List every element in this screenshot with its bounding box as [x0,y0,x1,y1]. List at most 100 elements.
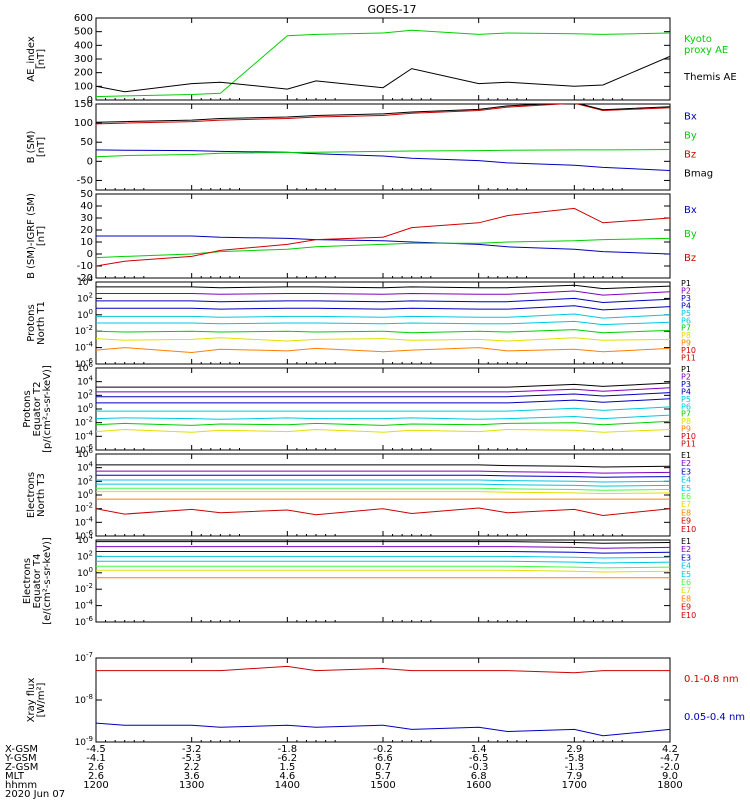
legend-item: Bx [684,111,697,122]
legend-item: E8 [681,508,691,517]
legend-item: P5 [681,309,691,318]
date-label: 2020 Jun 07 [5,789,65,800]
y-tick-label: 10 [80,237,93,248]
legend-item: P7 [681,324,691,333]
series-line-P7 [96,329,670,334]
legend-item: proxy AE [684,45,728,56]
legend-item: E9 [681,603,691,612]
series-line-E7 [96,491,670,495]
y-label-line: Electrons [26,472,37,518]
series-line-P5 [96,313,670,319]
series-line-E7 [96,569,670,573]
x-tick-label: 3.6 [184,771,200,782]
legend-item: Kyoto [684,34,712,45]
legend-item: E2 [681,459,691,468]
legend-item: E4 [681,476,691,485]
series-line-E3 [96,474,670,478]
y-tick-label: 100 [77,488,93,501]
series-line-P7 [96,420,670,426]
legend-item: E6 [681,578,691,587]
x-tick-label: 5.7 [375,771,391,782]
series-group [96,665,670,737]
y-tick-label: 30 [80,213,93,224]
y-tick-label: 10-9 [75,735,93,748]
legend-item: E1 [681,537,691,546]
y-label-line: North T1 [36,301,47,345]
y-tick-label: 10-4 [75,515,94,528]
series-group [96,284,670,354]
legend-item: Bmag [684,169,713,180]
series-line-P3 [96,392,670,398]
series-group [96,104,670,171]
y-axis-label: B (SM)-IGRF (SM) [nT] [26,193,47,279]
legend-item: P9 [681,339,691,348]
panel-electrons_t4: 104 102 100 10-2 10-4 10-6 Electrons Equator T4… [22,533,696,628]
y-label-line: [W/m²] [36,682,47,717]
y-tick-label: 50 [80,189,93,200]
series-group [96,382,670,433]
legend-item: P1 [681,365,691,374]
y-tick-label: 20 [80,225,93,236]
y-tick-label: 50 [80,137,93,148]
series-line-Bmag [96,104,670,123]
x-tick-label: 6.8 [471,771,487,782]
y-tick-label: 104 [77,275,93,288]
legend-item: E2 [681,545,691,554]
series-line-P3 [96,297,670,304]
y-tick-label: -50 [77,175,93,186]
legend-item: E10 [681,525,696,534]
legend-item: P3 [681,294,691,303]
y-tick-label: 106 [77,447,93,460]
y-label-line: B (SM)-IGRF (SM) [26,193,37,279]
series-line-E9 [96,507,670,517]
series-line-P4 [96,398,670,404]
series-line-E2 [96,546,670,549]
y-tick-label: 100 [77,566,93,579]
y-tick-label: 600 [74,13,93,24]
y-axis-label: Xray flux [W/m²] [26,678,47,723]
y-tick-label: 100 [77,308,93,321]
x-axis-table: X-GSMY-GSMZ-GSMMLThhmm-4.5-4.12.62.61200… [4,744,683,800]
legend-item: P4 [681,301,691,310]
x-tick-label: 1.5 [279,762,295,773]
x-tick-label: -1.8 [278,744,298,755]
series-line-Bz [96,104,670,125]
legend-item: By [684,229,697,240]
x-tick-label: -5.3 [182,753,202,764]
y-tick-label: 102 [77,549,93,562]
legend-item: P10 [681,432,696,441]
y-label-line: [e/(cm²-s-sr-keV)] [42,537,53,625]
legend-item: P6 [681,402,691,411]
series-group [96,207,670,267]
x-tick-label: -6.5 [469,753,489,764]
x-tick-label: -1.3 [565,762,585,773]
y-tick-label: 100 [74,81,93,92]
series-line-Bz [96,207,670,267]
x-tick-label: 4.6 [279,771,295,782]
y-label-line: [p/(cm²-s-sr-keV)] [42,365,53,453]
y-tick-label: 0 [87,156,93,167]
x-tick-label: 1600 [466,780,491,791]
x-tick-label: 2.6 [88,762,104,773]
y-label-line: Protons [26,304,37,341]
x-tick-label: 1400 [275,780,300,791]
legend-item: E7 [681,500,691,509]
y-axis-label: B (SM) [nT] [26,130,47,163]
y-label-line: AE_index [26,36,37,82]
series-line-P4 [96,305,670,311]
legend-item: E7 [681,586,691,595]
x-tick-label: 1700 [562,780,587,791]
x-tick-label: -4.7 [660,753,680,764]
legend-item: Bz [684,150,696,161]
y-axis-label: Electrons Equator T4 [e/(cm²-s-sr-keV)] [22,537,53,625]
x-tick-label: 7.9 [566,771,582,782]
y-tick-label: 400 [74,40,93,51]
y-tick-label: 102 [77,291,93,304]
y-tick-label: 106 [77,361,93,374]
y-label-line: Xray flux [26,678,37,723]
series-line-Bx [96,149,670,171]
x-tick-label: 2.9 [566,744,582,755]
x-tick-label: 0.7 [375,762,391,773]
